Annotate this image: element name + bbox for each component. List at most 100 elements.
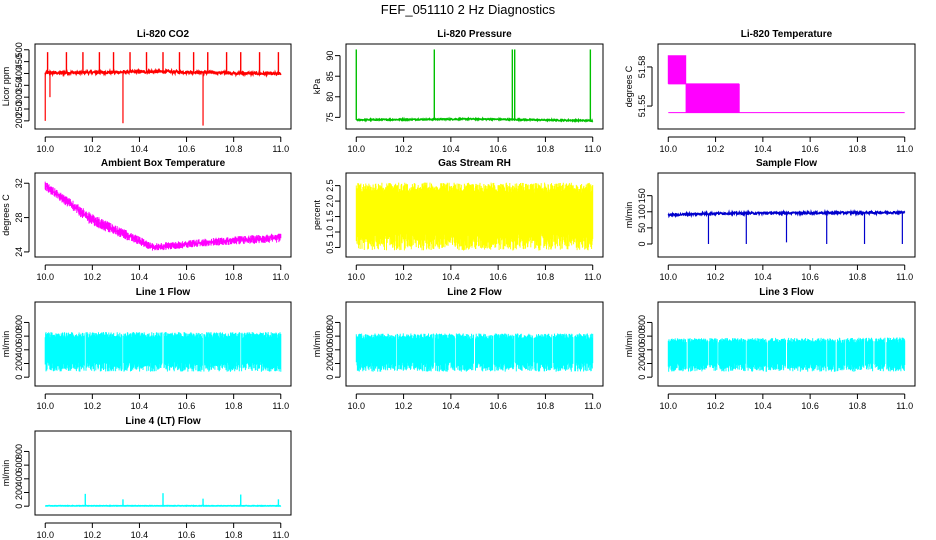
x-tick-label: 11.0 — [584, 272, 601, 282]
x-tick-label: 10.6 — [178, 530, 196, 540]
x-tick-label: 10.4 — [754, 272, 772, 282]
series-trace — [667, 337, 906, 372]
y-tick-label: 1.5 — [325, 210, 335, 223]
series-trace — [44, 332, 282, 372]
y-axis-label: ml/min — [624, 331, 634, 358]
x-tick-label: 10.0 — [36, 401, 54, 411]
y-tick-label: 200 — [637, 356, 647, 371]
y-tick-label: 100 — [637, 204, 647, 219]
y-tick-label: 80 — [325, 92, 335, 102]
y-axis-label: degrees C — [1, 194, 11, 236]
x-tick-label: 10.2 — [84, 144, 102, 154]
figure-title: FEF_051110 2 Hz Diagnostics — [381, 2, 556, 17]
x-axis: 10.0 10.2 10.4 10.6 10.8 11.0 — [36, 393, 289, 411]
y-tick-label: 600 — [637, 329, 647, 344]
y-tick-label: 32 — [14, 178, 24, 188]
y-tick-label: 800 — [14, 315, 24, 330]
y-axis-label: Licor ppm — [1, 67, 11, 107]
x-axis: 10.0 10.2 10.4 10.6 10.8 11.0 — [36, 522, 289, 540]
y-tick-label: 500 — [14, 42, 24, 57]
x-tick-label: 10.6 — [489, 272, 507, 282]
y-tick-label: 600 — [14, 329, 24, 344]
x-tick-label: 11.0 — [272, 144, 289, 154]
x-tick-label: 10.0 — [660, 401, 678, 411]
y-axis-label: ml/min — [624, 202, 634, 229]
chart-panel-2: Li-820 Pressure kPa 10.0 10.2 10.4 10.6 10.8 11… — [312, 29, 604, 154]
y-axis-label: percent — [312, 199, 322, 230]
y-tick-label: 0 — [14, 504, 24, 509]
y-tick-label: 0 — [637, 241, 647, 246]
series-trace — [667, 55, 905, 114]
chart-title: Ambient Box Temperature — [101, 158, 226, 169]
x-axis: 10.0 10.2 10.4 10.6 10.8 11.0 — [348, 264, 601, 282]
chart-panel-8: Line 2 Flow ml/min 10.0 10.2 10.4 10.6 10.8 11.… — [312, 287, 604, 411]
y-tick-label: 51.58 — [637, 56, 647, 79]
chart-panel-6: Sample Flow ml/min 10.0 10.2 10.4 10.6 10.8 11.… — [624, 158, 916, 282]
x-tick-label: 11.0 — [584, 401, 601, 411]
chart-title: Sample Flow — [756, 158, 817, 169]
y-tick-label: 0 — [325, 375, 335, 380]
x-tick-label: 10.8 — [849, 401, 867, 411]
y-tick-label: 600 — [325, 329, 335, 344]
x-axis: 10.0 10.2 10.4 10.6 10.8 11.0 — [36, 264, 289, 282]
x-tick-label: 10.6 — [489, 144, 507, 154]
x-tick-label: 10.2 — [707, 144, 725, 154]
x-tick-label: 10.4 — [754, 401, 772, 411]
x-tick-label: 11.0 — [272, 401, 289, 411]
chart-title: Gas Stream RH — [438, 158, 511, 169]
x-tick-label: 10.6 — [801, 144, 819, 154]
y-tick-label: 85 — [325, 71, 335, 81]
chart-title: Li-820 Temperature — [741, 29, 833, 40]
y-axis: 0.5 1.0 1.5 2.0 2.5 — [325, 179, 341, 254]
x-tick-label: 10.0 — [660, 144, 678, 154]
x-tick-label: 10.8 — [225, 530, 243, 540]
y-tick-label: 800 — [14, 444, 24, 459]
y-tick-label: 200 — [14, 485, 24, 500]
plot-frame — [657, 172, 916, 258]
x-tick-label: 10.8 — [225, 401, 243, 411]
x-tick-label: 10.0 — [348, 144, 366, 154]
data-series — [44, 181, 282, 251]
y-axis-label: ml/min — [1, 331, 11, 358]
y-tick-label: 400 — [14, 66, 24, 81]
x-tick-label: 10.2 — [707, 401, 725, 411]
y-tick-label: 2.5 — [325, 179, 335, 192]
y-tick-label: 90 — [325, 51, 335, 61]
y-tick-label: 0 — [14, 375, 24, 380]
series-trace — [44, 181, 282, 251]
series-trace — [355, 182, 594, 251]
x-tick-label: 10.4 — [131, 530, 149, 540]
x-tick-label: 10.4 — [131, 144, 149, 154]
data-series — [667, 55, 905, 114]
chart-title: Line 2 Flow — [447, 287, 502, 298]
x-tick-label: 10.8 — [849, 272, 867, 282]
x-tick-label: 10.2 — [395, 144, 413, 154]
y-tick-label: 600 — [14, 458, 24, 473]
x-tick-label: 10.0 — [348, 272, 366, 282]
x-tick-label: 10.0 — [36, 144, 54, 154]
y-tick-label: 1.0 — [325, 226, 335, 239]
y-tick-label: 75 — [325, 112, 335, 122]
plot-frame — [34, 43, 292, 130]
x-tick-label: 10.4 — [131, 401, 149, 411]
data-series — [45, 493, 282, 508]
chart-title: Li-820 CO2 — [137, 29, 190, 40]
x-tick-label: 10.8 — [537, 144, 555, 154]
x-tick-label: 10.4 — [131, 272, 149, 282]
y-tick-label: 400 — [325, 342, 335, 357]
y-axis: 51.55 51.58 — [637, 56, 653, 117]
x-axis: 10.0 10.2 10.4 10.6 10.8 11.0 — [660, 393, 913, 411]
plot-frame — [34, 172, 292, 258]
x-tick-label: 10.2 — [84, 401, 102, 411]
y-tick-label: 0 — [637, 375, 647, 380]
x-tick-label: 11.0 — [272, 272, 289, 282]
chart-panel-7: Line 1 Flow ml/min 10.0 10.2 10.4 10.6 10.8 11.… — [1, 287, 292, 411]
x-tick-label: 10.8 — [537, 272, 555, 282]
y-tick-label: 200 — [325, 356, 335, 371]
